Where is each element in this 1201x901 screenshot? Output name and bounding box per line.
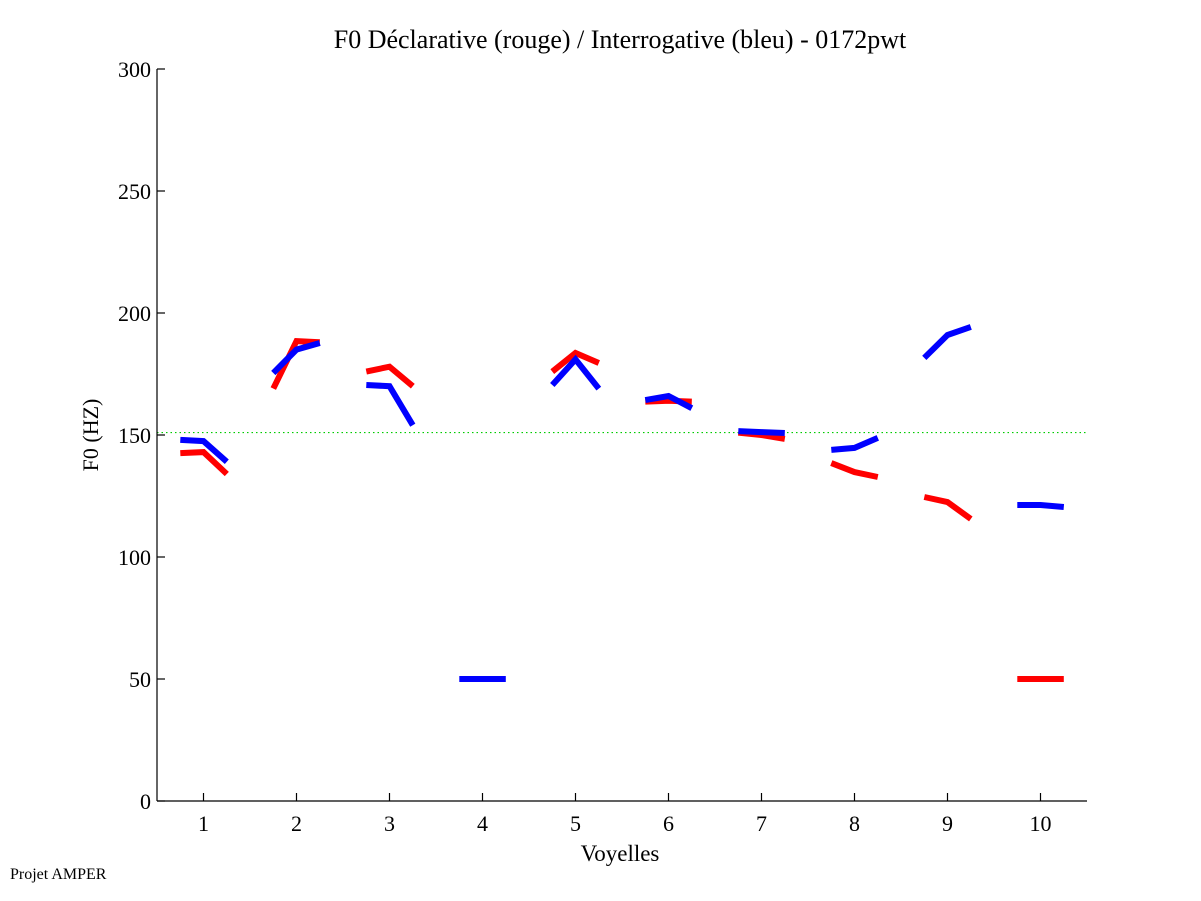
- y-axis-label: F0 (HZ): [78, 399, 103, 472]
- chart-title: F0 Déclarative (rouge) / Interrogative (…: [334, 25, 907, 54]
- footer-credit: Projet AMPER: [10, 866, 107, 883]
- y-tick-label: 150: [118, 423, 151, 448]
- series-segment-vowel-7: [738, 428, 785, 436]
- y-tick-label: 100: [118, 545, 151, 570]
- y-tick-label: 250: [118, 179, 151, 204]
- y-tick-label: 50: [129, 667, 151, 692]
- series-segment-vowel-9: [922, 324, 972, 361]
- series-segment-vowel-8: [830, 460, 879, 480]
- x-tick-label: 4: [477, 811, 488, 836]
- x-tick-label: 10: [1030, 811, 1052, 836]
- series-declarative: [180, 338, 1064, 682]
- series-segment-vowel-9: [923, 494, 973, 522]
- series-segment-vowel-8: [831, 435, 879, 453]
- series-interrogative: [180, 324, 1065, 682]
- x-tick-label: 3: [384, 811, 395, 836]
- series-segment-vowel-2: [271, 340, 321, 376]
- series-segment-vowel-6: [644, 392, 694, 411]
- series-segment-vowel-5: [550, 354, 602, 391]
- x-tick-label: 5: [570, 811, 581, 836]
- x-tick-label: 9: [942, 811, 953, 836]
- series-segment-vowel-5: [550, 349, 600, 374]
- series-segment-vowel-1: [180, 436, 229, 465]
- series-segment-vowel-2: [270, 338, 320, 390]
- x-tick-label: 8: [849, 811, 860, 836]
- x-tick-label: 7: [756, 811, 767, 836]
- series-segment-vowel-1: [180, 449, 229, 477]
- series-segment-vowel-10: [1017, 502, 1065, 510]
- y-tick-label: 200: [118, 301, 151, 326]
- x-tick-label: 1: [198, 811, 209, 836]
- x-axis-label: Voyelles: [581, 841, 660, 866]
- y-tick-label: 0: [140, 789, 151, 814]
- y-tick-label: 300: [118, 57, 151, 82]
- series-segment-vowel-3: [365, 363, 415, 389]
- x-tick-label: 6: [663, 811, 674, 836]
- series-segment-vowel-3: [366, 382, 416, 427]
- x-tick-label: 2: [291, 811, 302, 836]
